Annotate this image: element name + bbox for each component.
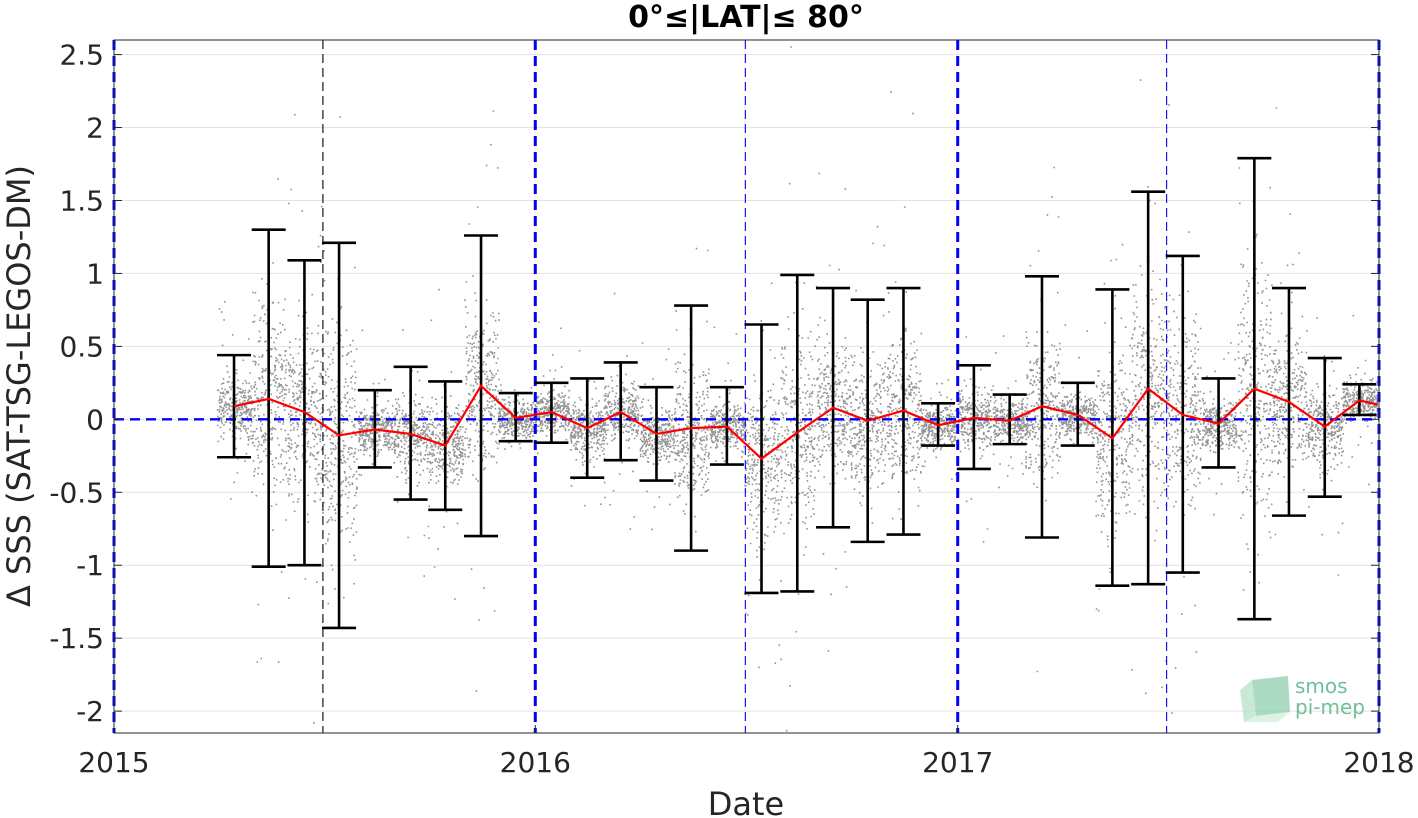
plot-frame: [113, 39, 1380, 734]
logo-line1: smos: [1295, 674, 1348, 698]
x-tick-label: 2018: [1343, 746, 1414, 779]
y-tick-label: 2.5: [59, 39, 104, 72]
mean-line: [233, 384, 1379, 461]
y-axis-title: Δ SSS (SAT-TSG-LEGOS-DM): [0, 165, 38, 607]
x-tick-label: 2015: [78, 746, 149, 779]
y-tick-label: 1: [86, 257, 104, 290]
y-tick-label: 0: [86, 403, 104, 436]
x-tick-label: 2016: [500, 746, 571, 779]
y-tick-label: -0.5: [49, 476, 104, 509]
y-tick-label: -1.5: [49, 622, 104, 655]
x-axis-title: Date: [708, 785, 784, 818]
y-axis-ticks: 2.5 2 1.5 1 0.5 0 -0.5 -1 -1.5 -2: [49, 39, 1379, 728]
y-tick-label: -2: [76, 695, 104, 728]
logo-cube-icon: [1240, 676, 1290, 722]
logo-line2: pi-mep: [1295, 695, 1365, 719]
y-tick-label: 2: [86, 112, 104, 145]
plot-background: [114, 40, 1379, 733]
x-tick-label: 2017: [922, 746, 993, 779]
x-axis-ticks: 2015 2016 2017 2018: [78, 725, 1415, 779]
y-tick-label: 0.5: [59, 330, 104, 363]
y-tick-label: 1.5: [59, 184, 104, 217]
chart-title: 0°≤|LAT|≤ 80°: [628, 0, 864, 35]
error-bar: [992, 393, 1027, 446]
smos-pi-mep-logo: smos pi-mep: [1240, 674, 1365, 722]
y-tick-label: -1: [76, 549, 104, 582]
